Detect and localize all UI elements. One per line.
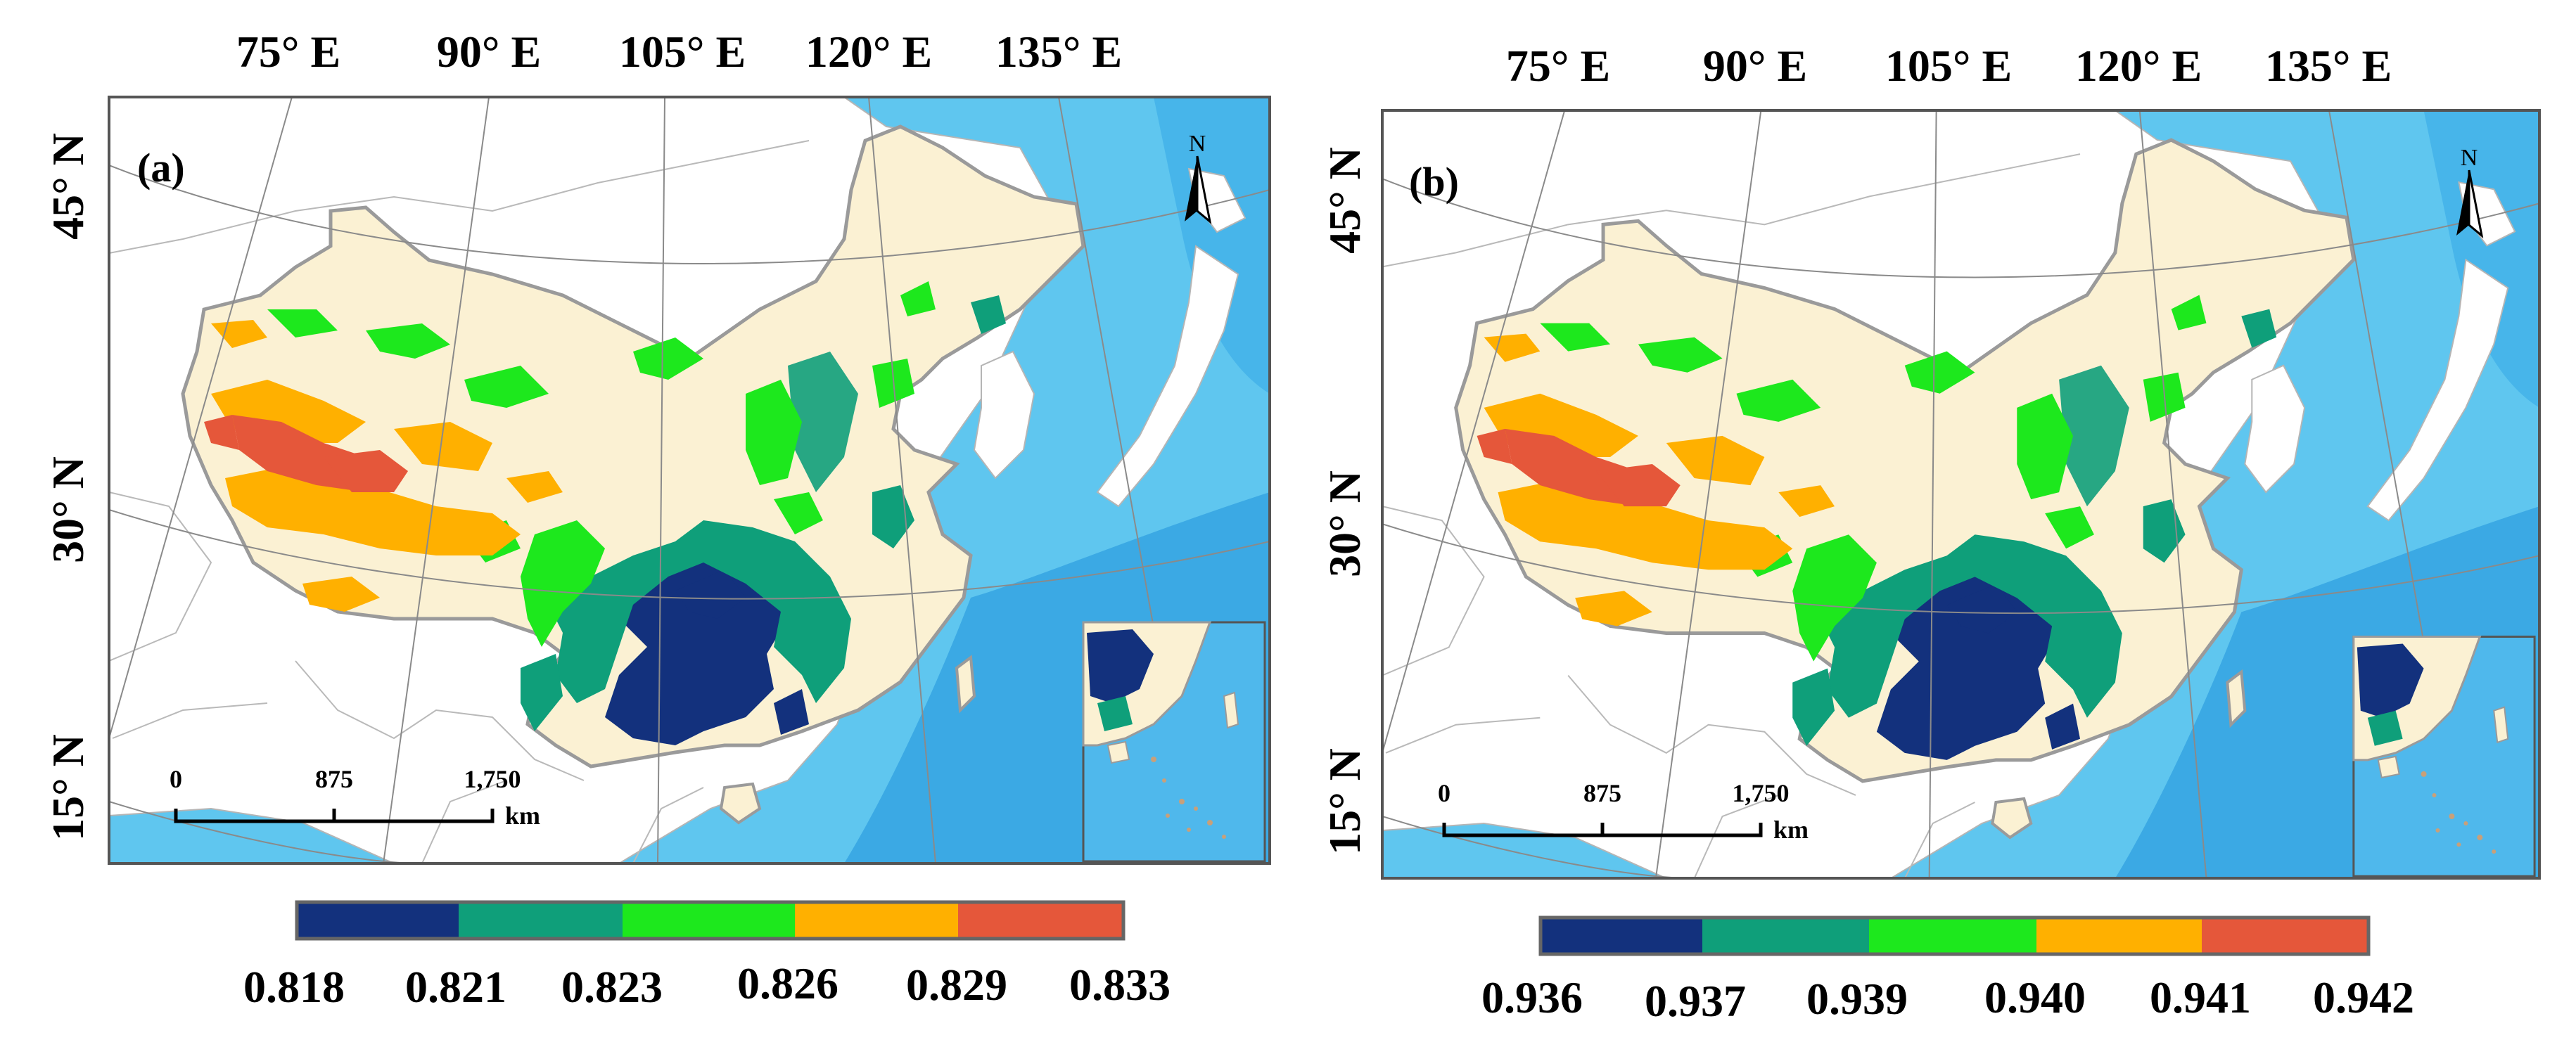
panel-b-scale-0: 0 (1438, 779, 1450, 807)
panel-b-scale-bar: 0 875 1,750 km (1438, 779, 1809, 844)
panel-b-legend-value-4: 0.940 (1984, 972, 2086, 1022)
panel-b-legend-value-5: 0.941 (2150, 972, 2251, 1022)
panel-b-frame (1381, 109, 2541, 880)
panel-b: (b) 75° E 90° E 105° E 120° E 135° E 45°… (1320, 41, 2541, 1026)
panel-a-north-arrow: N (1185, 131, 1212, 224)
panel-a-legend-frame (295, 900, 1126, 941)
panel-a-lon-90: 90° E (437, 27, 541, 77)
panel-b-lon-120: 120° E (2075, 41, 2202, 91)
panel-a-legend: 0.818 0.821 0.823 0.826 0.829 0.833 (243, 900, 1171, 1012)
panel-b-lon-labels: 75° E 90° E 105° E 120° E 135° E (1506, 41, 2392, 91)
panel-b-north-arrow: N (2456, 145, 2484, 238)
panel-a-scale-875: 875 (315, 765, 353, 793)
panel-b-lon-75: 75° E (1506, 41, 1610, 91)
panel-b-north-arrow-right (2468, 169, 2484, 238)
panel-b-legend-swatch-1 (1541, 918, 1702, 954)
panel-a-legend-value-4: 0.826 (737, 958, 839, 1008)
panel-b-lon-135: 135° E (2265, 41, 2392, 91)
panel-b-lon-105: 105° E (1885, 41, 2012, 91)
panel-b-legend-swatch-3 (1869, 918, 2036, 954)
panel-a: (a) 75° E 90° E 105° E 120° E 135° E 45°… (43, 27, 1271, 1012)
panel-a-map (109, 97, 1270, 863)
panel-a-lon-75: 75° E (236, 27, 340, 77)
panel-b-legend-value-6: 0.942 (2313, 972, 2414, 1022)
panel-b-legend-value-2: 0.937 (1645, 976, 1746, 1026)
panel-a-north-label: N (1189, 131, 1206, 157)
panel-b-scale-unit: km (1773, 816, 1809, 844)
panel-a-legend-value-2: 0.821 (405, 962, 506, 1012)
panel-a-legend-value-6: 0.833 (1069, 960, 1171, 1010)
panel-b-map (1382, 110, 2539, 878)
panel-b-legend-swatch-2 (1702, 918, 1869, 954)
panel-b-legend-value-3: 0.939 (1806, 974, 1908, 1024)
panel-a-scale-bar: 0 875 1,750 km (170, 765, 540, 830)
panel-b-legend-swatch-4 (2036, 918, 2202, 954)
panel-a-frame (108, 96, 1271, 865)
panel-b-label: (b) (1409, 159, 1459, 205)
panel-a-lat-30: 30° N (43, 456, 93, 563)
panel-a-lon-labels: 75° E 90° E 105° E 120° E 135° E (236, 27, 1122, 77)
panel-a-legend-swatch-2 (459, 902, 623, 939)
panel-a-north-arrow-right (1196, 155, 1212, 224)
panel-b-north-label: N (2461, 145, 2478, 171)
panel-a-legend-swatch-4 (795, 902, 958, 939)
panel-b-scale-1750: 1,750 (1733, 779, 1790, 807)
panel-b-legend-frame (1538, 915, 2371, 956)
panel-b-map-transform (1382, 110, 2539, 878)
panel-a-lon-105: 105° E (619, 27, 746, 77)
panel-b-scale-875: 875 (1583, 779, 1621, 807)
panel-b-map-layer (1382, 110, 2539, 878)
panel-b-lat-45: 45° N (1320, 147, 1370, 254)
panel-b-legend: 0.936 0.937 0.939 0.940 0.941 0.942 (1481, 915, 2414, 1026)
panel-a-scale-line (174, 809, 495, 823)
panel-a-label: (a) (137, 145, 185, 191)
panel-a-map-layer (109, 97, 1270, 863)
panel-a-lat-15: 15° N (43, 734, 93, 841)
panel-b-scale-line (1442, 823, 1763, 837)
panel-b-lon-90: 90° E (1703, 41, 1807, 91)
panel-b-legend-value-1: 0.936 (1481, 972, 1583, 1022)
panel-b-legend-swatch-5 (2202, 918, 2368, 954)
panel-a-lat-45: 45° N (43, 133, 93, 240)
panel-a-lon-135: 135° E (995, 27, 1122, 77)
panel-b-lat-30: 30° N (1320, 470, 1370, 577)
panel-a-legend-swatch-3 (623, 902, 795, 939)
panel-a-legend-value-1: 0.818 (243, 962, 345, 1012)
panel-a-legend-value-3: 0.823 (561, 962, 663, 1012)
panel-a-scale-0: 0 (170, 765, 182, 793)
panel-a-north-arrow-left (1185, 156, 1197, 221)
panel-a-legend-swatch-5 (958, 902, 1123, 939)
panel-a-scale-unit: km (505, 802, 540, 830)
panel-a-scale-1750: 1,750 (464, 765, 521, 793)
panel-a-lon-120: 120° E (805, 27, 932, 77)
panel-b-north-arrow-left (2456, 170, 2469, 236)
panel-b-lat-15: 15° N (1320, 748, 1370, 855)
panel-a-legend-swatch-1 (297, 902, 459, 939)
panel-a-legend-value-5: 0.829 (906, 960, 1007, 1010)
